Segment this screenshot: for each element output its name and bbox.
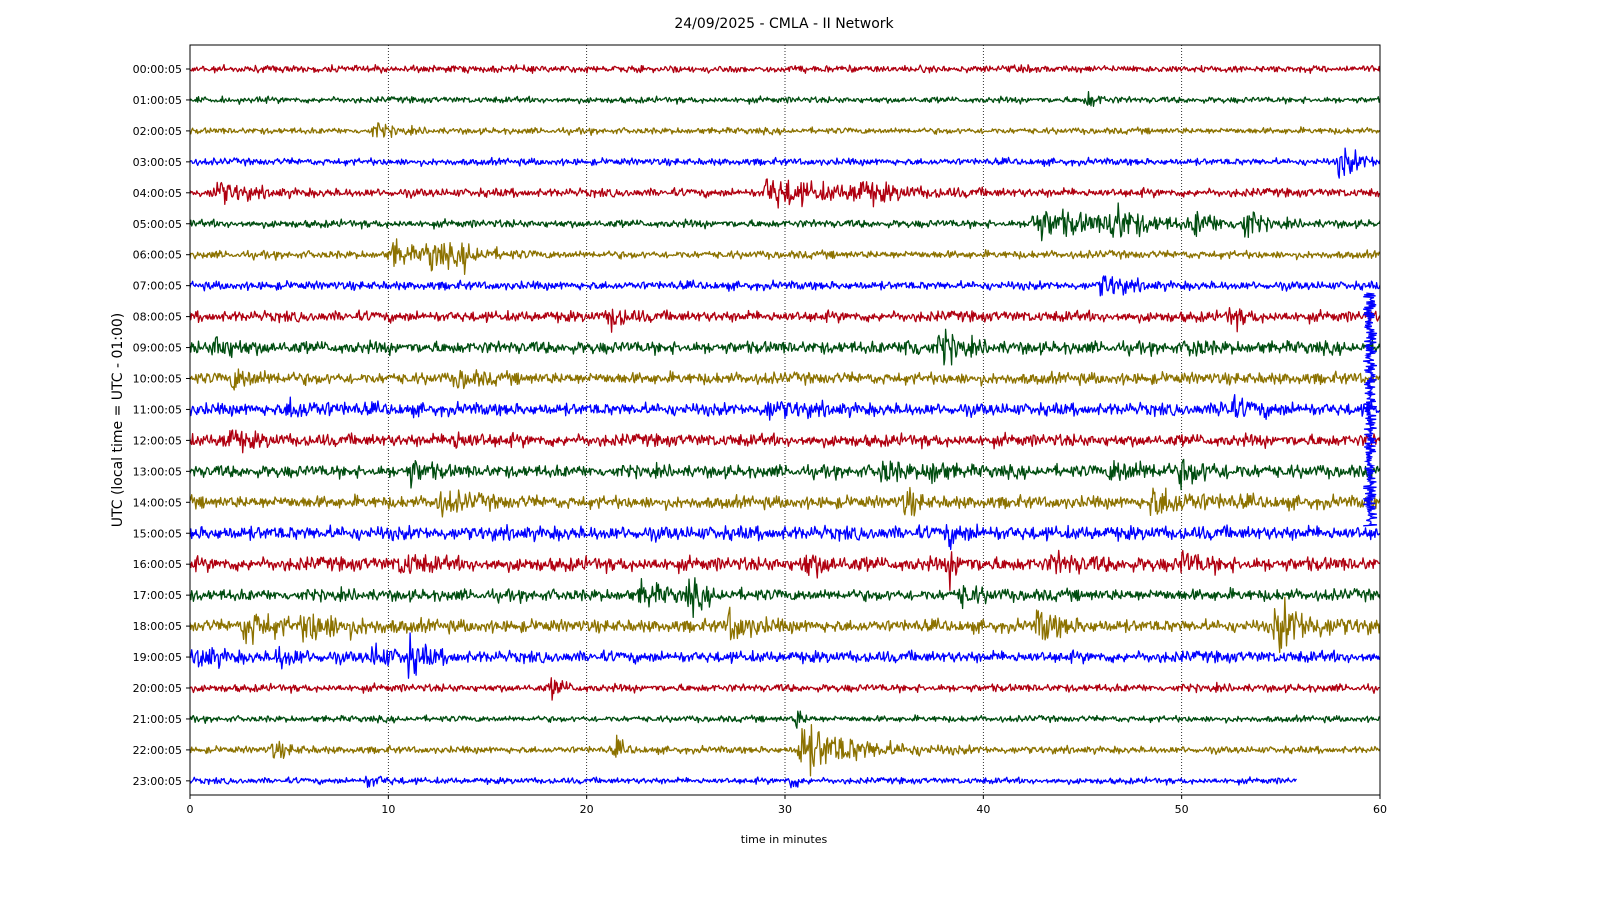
y-tick-label: 12:00:05 [133, 434, 182, 447]
y-tick-label: 04:00:05 [133, 187, 182, 200]
y-tick-label: 05:00:05 [133, 218, 182, 231]
trace-03:00:05 [190, 147, 1380, 179]
x-tick-label: 50 [1175, 803, 1189, 816]
trace-07:00:05 [190, 275, 1380, 297]
trace-12:00:05 [190, 429, 1380, 454]
x-tick-label: 20 [580, 803, 594, 816]
trace-08:00:05 [190, 307, 1380, 333]
trace-17:00:05 [190, 577, 1380, 618]
trace-19:00:05 [190, 632, 1380, 679]
trace-21:00:05 [190, 710, 1380, 729]
trace-06:00:05 [190, 238, 1380, 275]
y-tick-label: 06:00:05 [133, 249, 182, 262]
trace-18:00:05 [190, 596, 1380, 654]
y-tick-label: 19:00:05 [133, 651, 182, 664]
trace-10:00:05 [190, 368, 1380, 391]
trace-09:00:05 [190, 328, 1380, 366]
y-tick-label: 08:00:05 [133, 311, 182, 324]
x-tick-label: 0 [187, 803, 194, 816]
grid-lines [387, 45, 1183, 795]
trace-01:00:05 [190, 91, 1380, 107]
x-tick-label: 30 [778, 803, 792, 816]
y-tick-label: 18:00:05 [133, 620, 182, 633]
chart-title: 24/09/2025 - CMLA - II Network [674, 16, 894, 32]
spike-event [1363, 292, 1378, 527]
y-tick-label: 11:00:05 [133, 403, 182, 416]
y-tick-label: 14:00:05 [133, 496, 182, 509]
trace-group [190, 63, 1380, 789]
y-tick-label: 21:00:05 [133, 713, 182, 726]
trace-04:00:05 [190, 178, 1380, 209]
y-tick-label: 07:00:05 [133, 280, 182, 293]
y-tick-label: 22:00:05 [133, 744, 182, 757]
y-tick-label: 02:00:05 [133, 125, 182, 138]
trace-02:00:05 [190, 122, 1380, 139]
y-tick-label: 13:00:05 [133, 465, 182, 478]
y-tick-label: 23:00:05 [133, 775, 182, 788]
y-tick-label: 16:00:05 [133, 558, 182, 571]
trace-11:00:05 [190, 393, 1380, 421]
y-tick-label: 09:00:05 [133, 342, 182, 355]
x-tick-label: 40 [976, 803, 990, 816]
y-tick-label: 00:00:05 [133, 63, 182, 76]
trace-13:00:05 [190, 458, 1380, 491]
trace-15:00:05 [190, 523, 1380, 551]
y-tick-label: 03:00:05 [133, 156, 182, 169]
x-tick-label: 10 [381, 803, 395, 816]
trace-00:00:05 [190, 63, 1380, 74]
y-tick-label: 17:00:05 [133, 589, 182, 602]
trace-16:00:05 [190, 549, 1380, 592]
x-axis-label: time in minutes [741, 833, 828, 846]
tick-group: 0 10 20 30 40 50 60 00:00:05 01:00:05 02:00:05 03:… [133, 63, 1387, 816]
y-axis-label: UTC (local time = UTC - 01:00) [110, 313, 126, 528]
x-tick-label: 60 [1373, 803, 1387, 816]
y-tick-label: 20:00:05 [133, 682, 182, 695]
trace-05:00:05 [190, 202, 1380, 242]
plot-frame [189, 44, 1381, 796]
y-tick-label: 15:00:05 [133, 527, 182, 540]
trace-20:00:05 [190, 677, 1380, 701]
y-tick-label: 01:00:05 [133, 94, 182, 107]
y-tick-label: 10:00:05 [133, 373, 182, 386]
trace-22:00:05 [190, 724, 1380, 777]
trace-23:00:05 [190, 775, 1297, 789]
trace-14:00:05 [190, 486, 1380, 518]
